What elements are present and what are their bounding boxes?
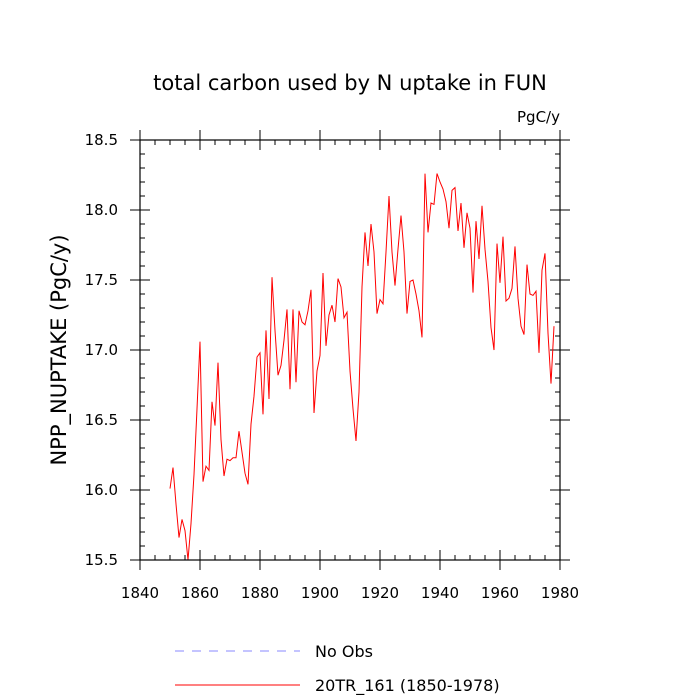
chart-title: total carbon used by N uptake in FUN <box>153 71 547 95</box>
y-tick-label: 15.5 <box>85 551 118 569</box>
y-axis-label: NPP_NUPTAKE (PgC/y) <box>47 234 72 465</box>
x-tick-label: 1900 <box>301 584 339 602</box>
y-tick-label: 18.0 <box>85 201 118 219</box>
y-tick-label: 16.5 <box>85 411 118 429</box>
y-tick-label: 16.0 <box>85 481 118 499</box>
x-tick-label: 1860 <box>181 584 219 602</box>
axis-ticks <box>130 130 570 570</box>
x-tick-label: 1940 <box>421 584 459 602</box>
x-tick-label: 1880 <box>241 584 279 602</box>
x-tick-label: 1840 <box>121 584 159 602</box>
x-tick-label: 1960 <box>481 584 519 602</box>
y-tick-label: 17.0 <box>85 341 118 359</box>
x-tick-label: 1920 <box>361 584 399 602</box>
series-line-20tr-161 <box>169 173 555 561</box>
units-label: PgC/y <box>517 108 560 126</box>
legend: No Obs 20TR_161 (1850-1978) <box>175 642 500 696</box>
y-tick-labels: 15.5 16.0 16.5 17.0 17.5 18.0 18.5 <box>85 131 118 569</box>
y-tick-label: 18.5 <box>85 131 118 149</box>
legend-no-obs-label: No Obs <box>315 642 373 661</box>
x-tick-labels: 1840 1860 1880 1900 1920 1940 1960 1980 <box>121 584 579 602</box>
x-tick-label: 1980 <box>541 584 579 602</box>
y-tick-label: 17.5 <box>85 271 118 289</box>
plot-frame <box>139 139 561 561</box>
legend-run-label: 20TR_161 (1850-1978) <box>315 676 500 696</box>
series-layer <box>169 173 555 561</box>
